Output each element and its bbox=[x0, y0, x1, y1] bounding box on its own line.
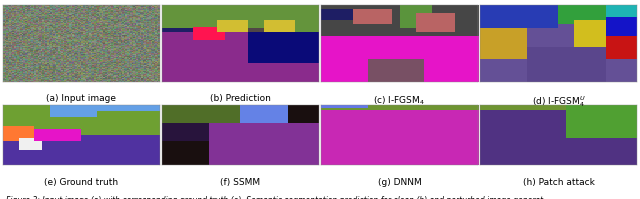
Text: (g) DNNM: (g) DNNM bbox=[378, 178, 421, 187]
Text: (h) Patch attack: (h) Patch attack bbox=[523, 178, 595, 187]
Text: (d) I-FGSM$_4^U$: (d) I-FGSM$_4^U$ bbox=[532, 94, 586, 109]
Text: Figure 3: Input image (a) with corresponding ground truth (e). Semantic segmenta: Figure 3: Input image (a) with correspon… bbox=[6, 196, 550, 199]
Text: (c) I-FGSM$_4$: (c) I-FGSM$_4$ bbox=[374, 94, 426, 106]
Text: (a) Input image: (a) Input image bbox=[47, 94, 116, 103]
Text: (b) Prediction: (b) Prediction bbox=[210, 94, 271, 103]
Text: (e) Ground truth: (e) Ground truth bbox=[44, 178, 118, 187]
Text: (f) SSMM: (f) SSMM bbox=[220, 178, 260, 187]
